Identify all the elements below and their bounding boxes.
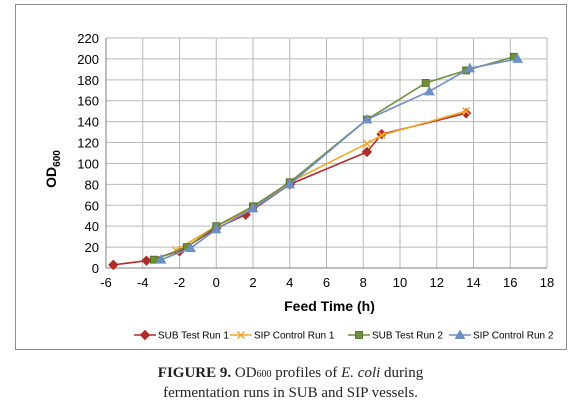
chart-frame: -6 -4 -2 0 2 4 6 8 10 12 14 16 18 0 20 40 60 80 100 120 140 1…: [15, 4, 567, 350]
legend-label: SUB Test Run 2: [372, 331, 443, 342]
caption-text-before-species: profiles of: [271, 365, 342, 381]
figure-caption: FIGURE 9. OD600 profiles of E. coli duri…: [0, 364, 581, 403]
y-tick-label: 180: [77, 73, 99, 88]
y-tick-label: 160: [77, 94, 99, 109]
y-tick-label: 80: [85, 177, 99, 192]
data-point: [361, 114, 373, 124]
x-tick-label: 10: [393, 275, 407, 290]
data-point: [141, 255, 152, 266]
caption-species: E. coli: [341, 365, 381, 381]
series-line: [153, 56, 515, 261]
x-tick-label: 14: [466, 275, 480, 290]
y-tick-label: 100: [77, 156, 99, 171]
data-point: [247, 202, 259, 213]
data-point: [155, 254, 167, 264]
y-tick-label: 20: [85, 240, 99, 255]
legend-label: SIP Control Run 1: [254, 331, 335, 342]
caption-od-subscript: 600: [256, 369, 272, 380]
y-tick-label: 40: [85, 219, 99, 234]
x-axis-title: Feed Time (h): [284, 298, 375, 314]
y-tick-label: 220: [77, 31, 99, 46]
data-point: [512, 53, 523, 63]
caption-line-2: fermentation runs in SUB and SIP vessels…: [163, 385, 418, 401]
data-point: [464, 62, 476, 73]
x-tick-label: 0: [213, 275, 220, 290]
x-tick-label: 2: [249, 275, 256, 290]
y-tick-label: 140: [77, 115, 99, 130]
x-tick-label: 16: [503, 275, 517, 290]
y-tick-label: 0: [92, 261, 99, 276]
y-tick-label: 120: [77, 136, 99, 151]
x-tick-label: -4: [137, 275, 149, 290]
x-tick-label: -6: [100, 275, 112, 290]
legend-marker: [139, 329, 151, 341]
caption-text-after-species: during: [380, 365, 424, 381]
y-tick-label: 200: [77, 52, 99, 67]
legend-marker: [236, 330, 246, 340]
data-point: [362, 139, 371, 148]
x-tick-label: 18: [540, 275, 554, 290]
data-point: [108, 259, 119, 271]
caption-line-1: FIGURE 9. OD600 profiles of E. coli duri…: [0, 364, 581, 384]
x-tick-label: 6: [323, 275, 330, 290]
data-point: [424, 85, 435, 96]
legend-marker: [454, 329, 466, 339]
x-tick-label: 4: [286, 275, 293, 290]
legend-label: SIP Control Run 2: [473, 331, 554, 342]
x-tick-label: 8: [360, 275, 367, 290]
data-point: [377, 131, 386, 140]
x-tick-label: -2: [174, 275, 186, 290]
x-tick-label: 12: [430, 275, 444, 290]
figure-label: FIGURE 9.: [157, 365, 232, 381]
caption-od: OD: [231, 365, 257, 381]
od600-line-chart: -6 -4 -2 0 2 4 6 8 10 12 14 16 180204060801001201401…: [43, 31, 554, 342]
y-axis-title: OD600: [43, 150, 63, 188]
data-point: [284, 178, 296, 189]
legend-marker: [355, 331, 363, 339]
data-point: [185, 242, 196, 253]
legend-label: SUB Test Run 1: [158, 331, 229, 342]
y-tick-label: 60: [85, 198, 99, 213]
data-point: [421, 79, 430, 87]
data-point: [210, 223, 222, 234]
data-point: [462, 107, 471, 116]
data-point: [361, 146, 373, 158]
data-point: [149, 255, 158, 264]
